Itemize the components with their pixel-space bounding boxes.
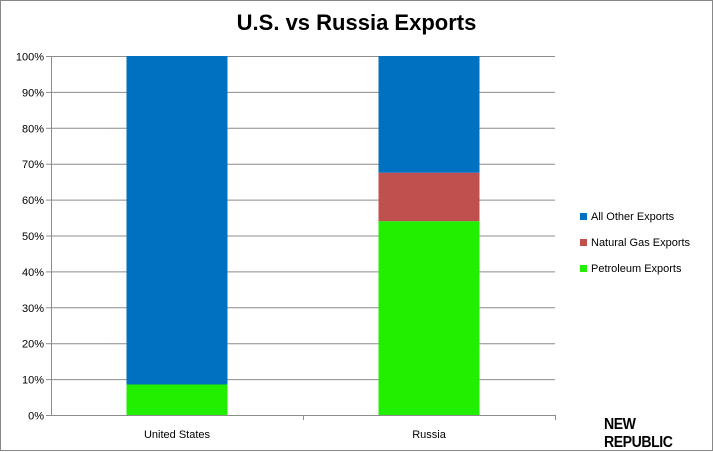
y-tick-label: 80% — [22, 123, 44, 135]
chart-title: U.S. vs Russia Exports — [236, 10, 477, 35]
y-tick-label: 10% — [22, 375, 44, 387]
bar-segment — [378, 172, 480, 222]
legend-label: All Other Exports — [591, 211, 675, 223]
y-tick-label: 40% — [22, 267, 44, 279]
legend-label: Natural Gas Exports — [591, 237, 691, 249]
legend-swatch — [580, 265, 587, 272]
legend-swatch — [580, 213, 587, 220]
y-tick-label: 90% — [22, 87, 44, 99]
y-tick-label: 70% — [22, 159, 44, 171]
x-tick-label: United States — [144, 429, 211, 441]
legend-label: Petroleum Exports — [591, 263, 682, 275]
legend-swatch — [580, 239, 587, 246]
new-republic-logo: NEW REPUBLIC — [604, 416, 673, 451]
y-tick-label: 0% — [28, 411, 44, 423]
bars — [126, 56, 480, 415]
y-tick-label: 30% — [22, 303, 44, 315]
x-tick-label: Russia — [412, 429, 447, 441]
bar-segment — [126, 56, 228, 385]
axes: 0% 10% 20% 30% 40% 50% 60% 70% 80% 90% 100% United … — [16, 52, 556, 441]
y-tick-label: 50% — [22, 231, 44, 243]
y-tick-label: 100% — [16, 52, 44, 64]
legend: All Other Exports Natural Gas Exports Petr… — [580, 211, 691, 275]
bar-segment — [378, 221, 480, 415]
bar-segment — [378, 56, 480, 173]
y-tick-label: 20% — [22, 339, 44, 351]
bar-segment — [126, 384, 228, 415]
y-tick-label: 60% — [22, 195, 44, 207]
